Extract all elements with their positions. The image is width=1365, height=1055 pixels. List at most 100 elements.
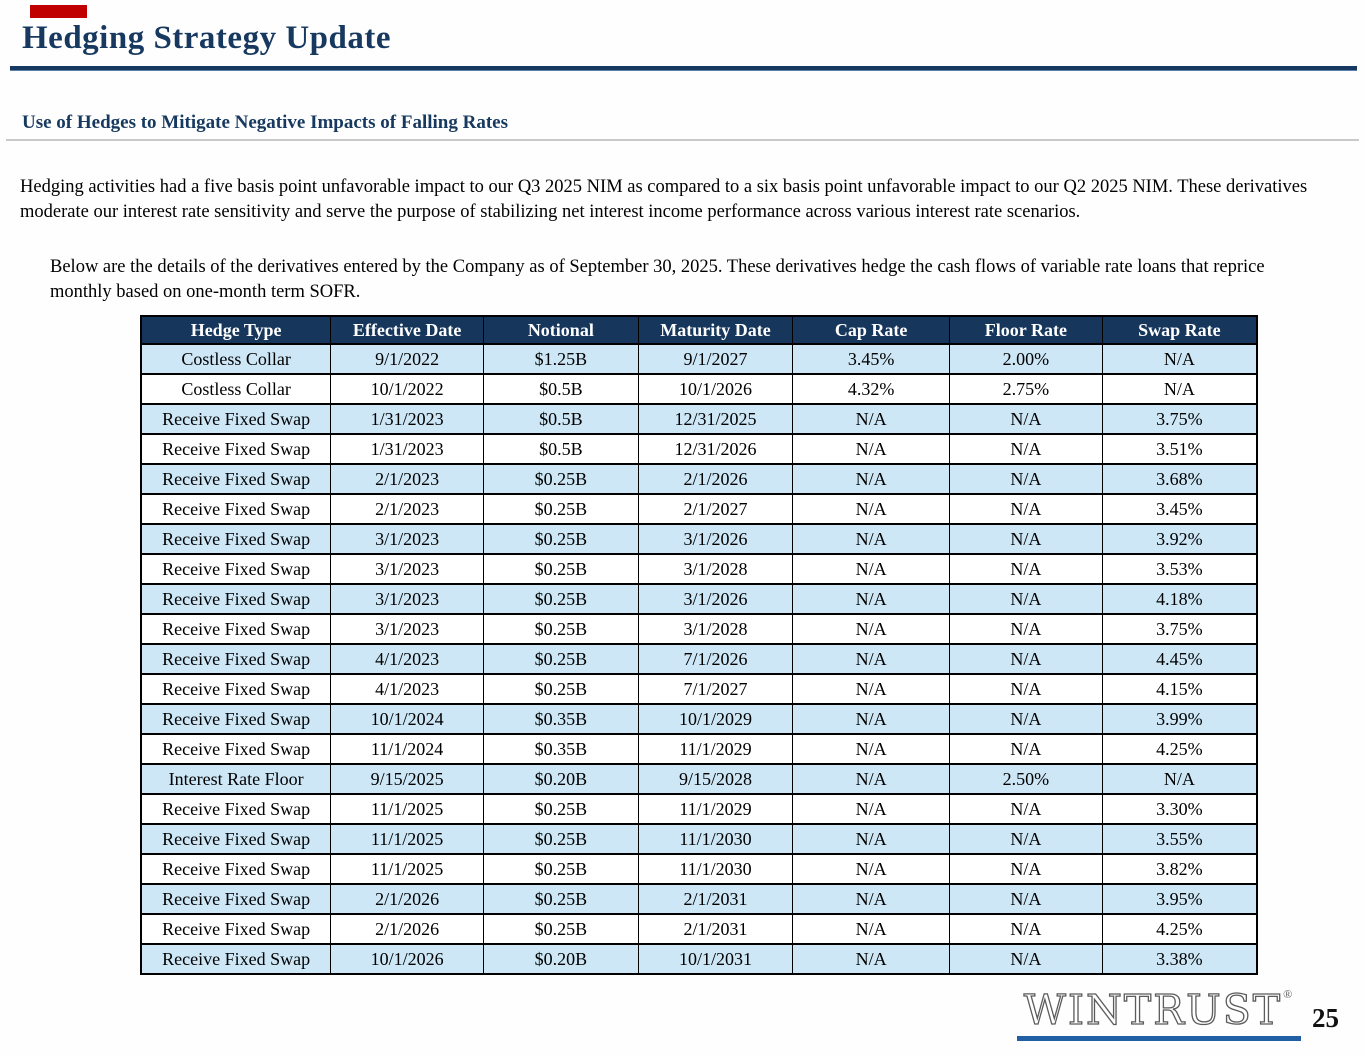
table-cell: 3.75%	[1101, 403, 1258, 435]
table-cell: N/A	[792, 673, 950, 705]
table-cell: N/A	[792, 763, 950, 795]
table-row: Receive Fixed Swap 11/1/2025 $0.25B 11/1/20…	[140, 793, 1258, 825]
table-cell: 3.82%	[1101, 853, 1258, 885]
table-cell: 3.38%	[1101, 943, 1258, 975]
table-row: Receive Fixed Swap 2/1/2026 $0.25B 2/1/2031…	[140, 913, 1258, 945]
table-cell: 3/1/2028	[637, 613, 794, 645]
table-cell: N/A	[792, 883, 950, 915]
table-cell: Receive Fixed Swap	[140, 883, 332, 915]
table-body: Costless Collar 9/1/2022 $1.25B 9/1/2027 3.4…	[140, 343, 1258, 975]
table-cell: 3/1/2023	[330, 583, 484, 615]
body-paragraph-2: Below are the details of the derivatives…	[50, 257, 1265, 302]
table-cell: 3/1/2028	[637, 553, 794, 585]
table-cell: 9/1/2027	[637, 343, 794, 375]
table-cell: $0.25B	[482, 883, 639, 915]
table-row: Receive Fixed Swap 4/1/2023 $0.25B 7/1/2026…	[140, 643, 1258, 675]
title-divider	[10, 66, 1357, 71]
table-cell: 11/1/2029	[637, 793, 794, 825]
table-cell: Receive Fixed Swap	[140, 703, 332, 735]
table-row: Receive Fixed Swap 4/1/2023 $0.25B 7/1/2027…	[140, 673, 1258, 705]
table-cell: $0.25B	[482, 523, 639, 555]
page-number: 25	[1312, 1003, 1339, 1033]
table-cell: Receive Fixed Swap	[140, 613, 332, 645]
table-cell: N/A	[949, 613, 1103, 645]
table-cell: $0.25B	[482, 553, 639, 585]
table-cell: 11/1/2025	[330, 823, 484, 855]
table-cell: 4.15%	[1101, 673, 1258, 705]
table-row: Receive Fixed Swap 3/1/2023 $0.25B 3/1/2026…	[140, 583, 1258, 615]
table-cell: 11/1/2025	[330, 853, 484, 885]
table-row: Receive Fixed Swap 3/1/2023 $0.25B 3/1/2028…	[140, 553, 1258, 585]
table-cell: N/A	[1101, 373, 1258, 405]
table-cell: 4.25%	[1101, 913, 1258, 945]
table-cell: N/A	[792, 583, 950, 615]
table-cell: $0.25B	[482, 493, 639, 525]
table-cell: N/A	[949, 553, 1103, 585]
table-cell: 3.30%	[1101, 793, 1258, 825]
table-cell: Receive Fixed Swap	[140, 493, 332, 525]
table-cell: N/A	[949, 673, 1103, 705]
table-row: Receive Fixed Swap 1/31/2023 $0.5B 12/31/20…	[140, 433, 1258, 465]
table-cell: 2/1/2027	[637, 493, 794, 525]
table-row: Costless Collar 10/1/2022 $0.5B 10/1/2026 4.…	[140, 373, 1258, 405]
column-header: Hedge Type	[140, 315, 332, 345]
table-cell: 3.75%	[1101, 613, 1258, 645]
table-cell: 9/15/2028	[637, 763, 794, 795]
table-cell: $0.25B	[482, 463, 639, 495]
table-cell: 4.25%	[1101, 733, 1258, 765]
table-cell: N/A	[949, 433, 1103, 465]
table-cell: 10/1/2026	[330, 943, 484, 975]
table-row: Receive Fixed Swap 1/31/2023 $0.5B 12/31/20…	[140, 403, 1258, 435]
table-cell: N/A	[949, 523, 1103, 555]
table-cell: 4/1/2023	[330, 673, 484, 705]
table-cell: 1/31/2023	[330, 403, 484, 435]
table-cell: N/A	[792, 433, 950, 465]
table-row: Receive Fixed Swap 2/1/2023 $0.25B 2/1/2027…	[140, 493, 1258, 525]
table-cell: 9/1/2022	[330, 343, 484, 375]
table-cell: N/A	[792, 523, 950, 555]
table-cell: N/A	[792, 403, 950, 435]
table-cell: 2/1/2023	[330, 463, 484, 495]
table-cell: $0.25B	[482, 613, 639, 645]
table-cell: N/A	[792, 943, 950, 975]
table-cell: $0.25B	[482, 643, 639, 675]
table-cell: N/A	[949, 463, 1103, 495]
table-cell: 3.53%	[1101, 553, 1258, 585]
table-row: Receive Fixed Swap 11/1/2024 $0.35B 11/1/20…	[140, 733, 1258, 765]
table-cell: 7/1/2027	[637, 673, 794, 705]
table-cell: 2/1/2023	[330, 493, 484, 525]
table-cell: 4.45%	[1101, 643, 1258, 675]
table-cell: 2.75%	[949, 373, 1103, 405]
hedge-derivatives-table: Hedge Type Effective Date Notional Maturity…	[140, 315, 1258, 975]
wintrust-logo-underline	[1017, 1036, 1301, 1041]
table-cell: 12/31/2025	[637, 403, 794, 435]
table-cell: Costless Collar	[140, 343, 332, 375]
table-cell: Receive Fixed Swap	[140, 853, 332, 885]
table-row: Receive Fixed Swap 2/1/2026 $0.25B 2/1/2031…	[140, 883, 1258, 915]
section-divider	[6, 139, 1359, 141]
table-cell: 3.45%	[1101, 493, 1258, 525]
column-header: Swap Rate	[1101, 315, 1258, 345]
table-cell: N/A	[792, 463, 950, 495]
table-cell: Receive Fixed Swap	[140, 913, 332, 945]
table-cell: Receive Fixed Swap	[140, 733, 332, 765]
table-cell: N/A	[1101, 343, 1258, 375]
table-cell: 7/1/2026	[637, 643, 794, 675]
table-cell: 2.00%	[949, 343, 1103, 375]
table-cell: N/A	[949, 733, 1103, 765]
table-cell: $0.35B	[482, 733, 639, 765]
table-cell: 2.50%	[949, 763, 1103, 795]
registered-trademark-symbol: ®	[1283, 987, 1293, 1001]
table-cell: N/A	[792, 853, 950, 885]
table-cell: 3.45%	[792, 343, 950, 375]
body-paragraph-1: Hedging activities had a five basis poin…	[20, 177, 1308, 222]
column-header: Cap Rate	[792, 315, 950, 345]
table-cell: Receive Fixed Swap	[140, 553, 332, 585]
table-cell: 3.68%	[1101, 463, 1258, 495]
table-cell: Receive Fixed Swap	[140, 433, 332, 465]
table-cell: N/A	[792, 793, 950, 825]
section-heading: Use of Hedges to Mitigate Negative Impac…	[22, 112, 508, 133]
table-cell: 3.92%	[1101, 523, 1258, 555]
table-cell: N/A	[949, 493, 1103, 525]
table-cell: 3.95%	[1101, 883, 1258, 915]
